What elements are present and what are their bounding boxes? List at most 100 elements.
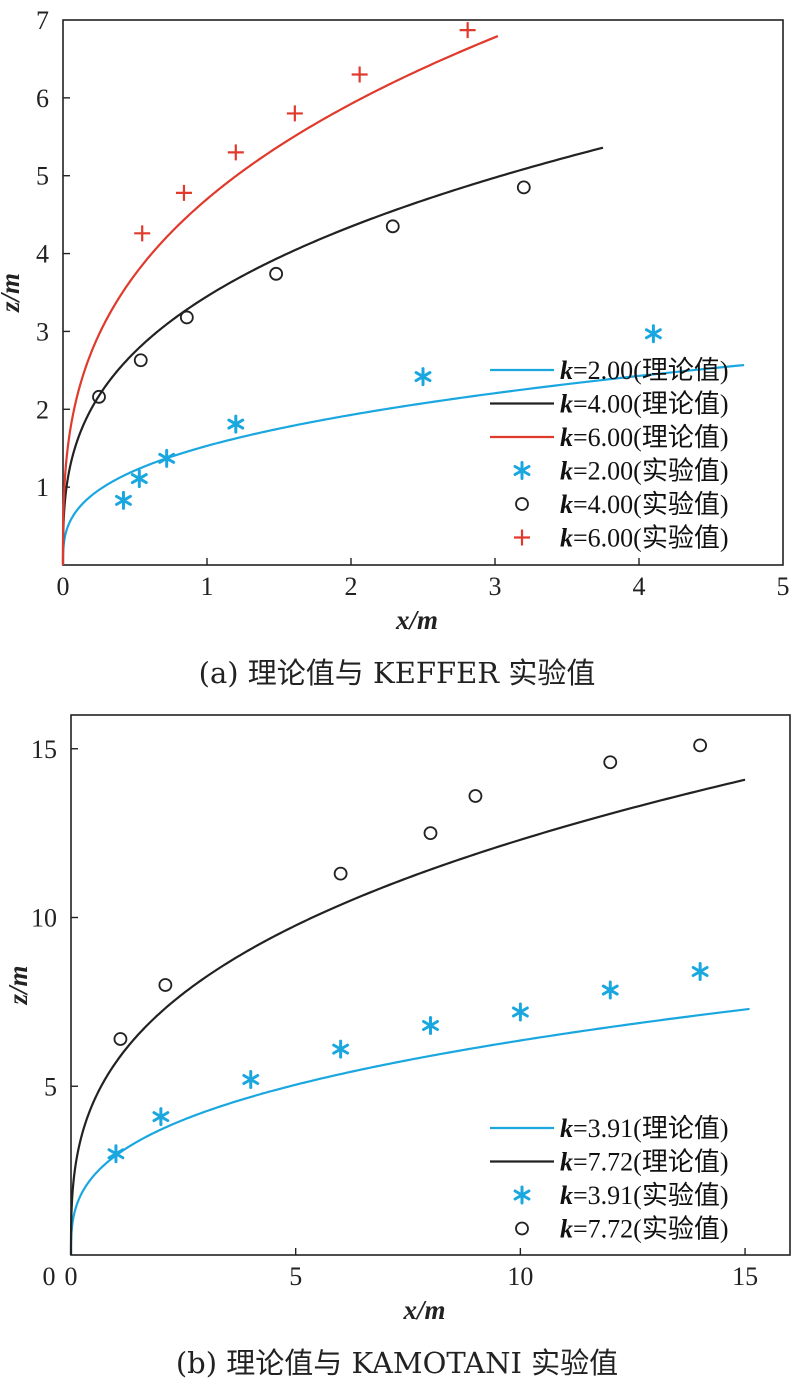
- legend-k-symbol: k: [560, 1181, 573, 1210]
- legend-label: k=3.91(理论值): [560, 1114, 729, 1143]
- data-point-k6.00: [134, 225, 151, 242]
- legend-label: k=7.72(实验值): [560, 1215, 729, 1244]
- legend-k-symbol: k: [560, 1148, 573, 1177]
- legend-entry: k=4.00(实验值): [515, 490, 729, 519]
- data-point-k6.00-shape: [459, 22, 476, 39]
- legend-k-symbol: k: [560, 390, 573, 419]
- panel-caption: (b) 理论值与 KAMOTANI 实验值: [176, 1346, 618, 1380]
- data-point-k4.00-shape: [133, 353, 148, 368]
- data-point-k3.91: [152, 1107, 170, 1127]
- data-point-k2.00: [227, 414, 245, 434]
- y-tick-label: 1: [36, 473, 49, 502]
- legend-marker-swatch-shape: [513, 1185, 531, 1205]
- legend-suffix: (实验值): [633, 457, 728, 486]
- data-point-k2.00: [115, 490, 132, 510]
- legend-entry: k=3.91(实验值): [513, 1181, 729, 1210]
- x-tick-label: 2: [345, 572, 358, 601]
- legend-k-symbol: k: [560, 423, 573, 452]
- legend-entry: k=6.00(实验值): [514, 524, 729, 553]
- data-point-k7.72: [603, 755, 618, 770]
- data-point-k3.91-shape: [422, 1016, 439, 1035]
- data-point-k4.00-shape: [179, 310, 194, 325]
- data-point-k2.00-shape: [414, 367, 432, 387]
- legend-label: k=4.00(实验值): [560, 490, 729, 519]
- legend-label: k=6.00(实验值): [560, 524, 729, 553]
- x-tick-label: 0: [57, 572, 70, 601]
- x-tick-label: 5: [289, 1262, 302, 1291]
- legend-k-symbol: k: [560, 457, 573, 486]
- legend-label: k=6.00(理论值): [560, 423, 729, 452]
- data-point-k3.91-shape: [152, 1107, 170, 1127]
- legend-entry: k=4.00(理论值): [490, 390, 729, 419]
- data-point-k6.00: [286, 105, 303, 122]
- legend-k-value: =4.00: [573, 490, 633, 519]
- data-point-k7.72-shape: [333, 866, 348, 881]
- legend-suffix: (理论值): [633, 1114, 728, 1143]
- data-point-k4.00: [179, 310, 194, 325]
- data-point-k4.00: [385, 219, 400, 234]
- legend-marker-swatch-shape: [514, 529, 530, 546]
- legend-entry: k=7.72(实验值): [515, 1215, 729, 1244]
- x-tick-label: 1: [201, 572, 214, 601]
- data-point-k3.91-shape: [601, 980, 619, 1000]
- data-point-k3.91: [107, 1144, 125, 1164]
- series-line-k7.72: [69, 778, 746, 1255]
- legend-marker-swatch-shape: [515, 497, 529, 511]
- plot-frame: [70, 714, 791, 1256]
- legend: k=2.00(理论值)k=4.00(理论值)k=6.00(理论值)k=2.00(…: [490, 356, 729, 553]
- legend-suffix: (理论值): [633, 1148, 728, 1177]
- panel-caption: (a) 理论值与 KEFFER 实验值: [199, 656, 596, 690]
- y-axis-label: z/m: [3, 965, 33, 1005]
- data-point-k3.91: [691, 962, 709, 981]
- y-tick-label: 3: [36, 317, 49, 346]
- data-point-k6.00: [227, 144, 244, 161]
- panel-b: 0 5 10 15051015x/mz/mk=3.91(理论值)k=7.72(理论值)…: [3, 714, 791, 1380]
- plot-frame: [62, 19, 784, 566]
- legend-k-value: =7.72: [573, 1215, 633, 1244]
- y-tick-label: 15: [31, 735, 57, 764]
- y-tick-label: 5: [36, 162, 49, 191]
- data-point-k2.00: [158, 448, 176, 468]
- legend-marker-swatch: [515, 1221, 529, 1236]
- data-point-k4.00-shape: [269, 266, 284, 281]
- data-point-k6.00-shape: [134, 225, 151, 242]
- y-tick-label: 2: [36, 395, 49, 424]
- legend: k=3.91(理论值)k=7.72(理论值)k=3.91(实验值)k=7.72(…: [490, 1114, 729, 1244]
- legend-marker-swatch-shape: [513, 461, 531, 480]
- series-line-k3.91: [69, 1007, 750, 1255]
- series-line-k4.00: [61, 146, 604, 565]
- data-point-k2.00-shape: [644, 324, 662, 344]
- y-axis-label: z/m: [0, 273, 25, 313]
- data-point-k6.00-shape: [175, 184, 192, 201]
- x-axis-label: x/m: [395, 605, 438, 635]
- x-tick-label: 4: [633, 572, 646, 601]
- legend-label: k=7.72(理论值): [560, 1148, 729, 1177]
- data-point-k4.00: [133, 353, 148, 368]
- y-tick-label: 4: [36, 240, 49, 269]
- data-point-k7.72: [423, 826, 438, 841]
- data-point-k4.00: [516, 180, 531, 195]
- legend-entry: k=2.00(实验值): [513, 457, 729, 486]
- data-point-k2.00: [130, 469, 148, 489]
- data-point-k3.91: [332, 1039, 350, 1059]
- panel-a: 0 1 2 3 4 51234567x/mz/mk=2.00(理论值)k=4.00(理论值…: [0, 6, 790, 690]
- data-point-k7.72: [333, 866, 348, 881]
- y-tick-label: 7: [36, 6, 49, 35]
- legend-k-symbol: k: [560, 490, 573, 519]
- data-point-k6.00: [175, 184, 192, 201]
- x-axis-label: x/m: [402, 1295, 445, 1325]
- legend-marker-swatch: [515, 497, 529, 511]
- data-point-k3.91-shape: [332, 1039, 350, 1059]
- legend-k-value: =2.00: [573, 457, 633, 486]
- series-line-k2.00: [61, 363, 745, 565]
- data-point-k4.00-shape: [92, 389, 106, 404]
- data-point-k6.00: [459, 22, 476, 39]
- x-tick-label: 0: [65, 1262, 78, 1291]
- data-point-k7.72-shape: [423, 826, 438, 841]
- legend-marker-swatch-shape: [515, 1221, 529, 1236]
- legend-entry: k=2.00(理论值): [490, 356, 729, 385]
- data-point-k7.72-shape: [113, 1032, 128, 1046]
- data-point-k6.00: [351, 66, 368, 83]
- legend-k-symbol: k: [560, 1114, 573, 1143]
- legend-suffix: (理论值): [633, 390, 728, 419]
